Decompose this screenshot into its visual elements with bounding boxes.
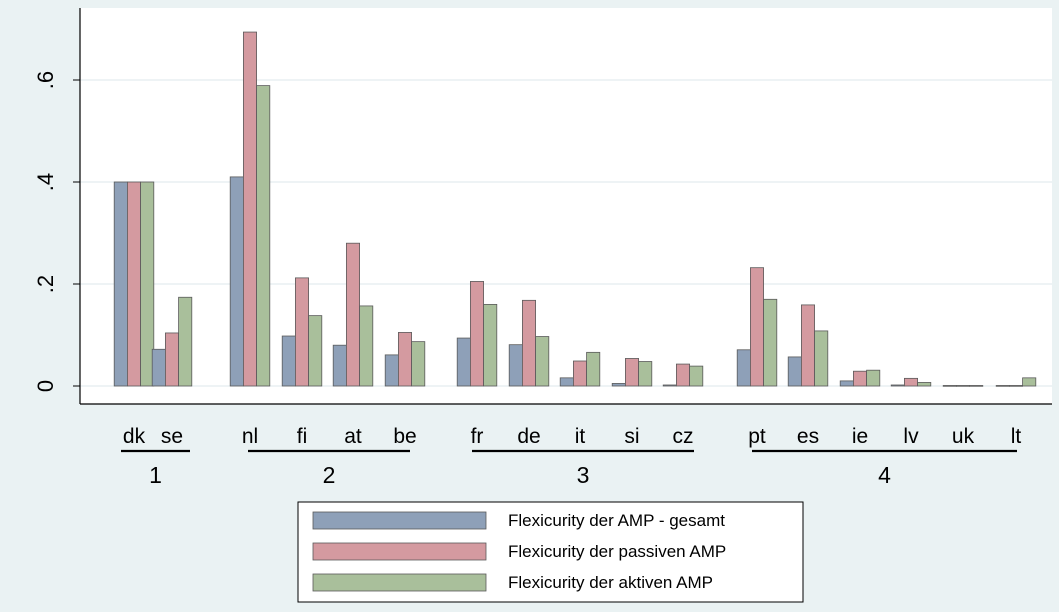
bar-si-s1	[611, 383, 626, 387]
bar-at-s3	[359, 305, 374, 387]
x-tick-label-fr: fr	[471, 425, 484, 448]
x-tick-label-dk: dk	[123, 425, 146, 448]
x-tick-label-be: be	[393, 425, 416, 448]
bar-dk-s1	[113, 181, 128, 387]
bar-fi-s3	[308, 315, 323, 387]
bar-de-s1	[508, 344, 523, 387]
bar-fi-s1	[281, 335, 296, 387]
x-tick-label-uk: uk	[952, 425, 975, 448]
x-tick-label-fi: fi	[297, 425, 308, 448]
legend-swatch	[312, 573, 487, 592]
bar-fr-s2	[469, 281, 484, 387]
bar-pt-s3	[763, 298, 778, 387]
bar-ie-s3	[866, 369, 881, 387]
bar-lt-s3	[1022, 377, 1037, 387]
gridlines	[80, 8, 1052, 404]
x-tick-label-ie: ie	[852, 425, 868, 448]
bar-es-s2	[801, 304, 816, 387]
bar-nl-s2	[242, 31, 257, 387]
x-tick-label-pt: pt	[748, 425, 766, 448]
bar-se-s2	[164, 332, 179, 387]
legend-label: Flexicurity der aktiven AMP	[508, 573, 713, 592]
x-tick-label-si: si	[624, 425, 639, 448]
bar-de-s3	[535, 336, 550, 387]
bar-lv-s2	[904, 377, 919, 387]
bar-be-s1	[384, 354, 399, 387]
axes: 0 .2 .4 .6	[33, 8, 1052, 405]
bar-at-s2	[345, 242, 360, 387]
bar-uk-s1	[942, 385, 957, 387]
bar-pt-s1	[736, 349, 751, 387]
bar-uk-s2	[956, 385, 971, 387]
bar-lt-s2	[1009, 385, 1024, 387]
bar-es-s3	[814, 330, 829, 387]
bar-lt-s1	[995, 385, 1010, 387]
x-tick-label-de: de	[517, 425, 540, 448]
x-tick-labels: dk se nl fi at be fr de it si cz pt es ie lv uk lt	[123, 425, 1022, 448]
bar-it-s3	[586, 351, 601, 387]
bar-lv-s1	[890, 384, 905, 387]
bar-at-s1	[332, 344, 347, 387]
bar-fr-s1	[456, 337, 471, 387]
plot-area	[80, 8, 1052, 404]
bar-nl-s1	[229, 176, 244, 387]
x-tick-label-cz: cz	[673, 425, 694, 448]
legend-swatch	[312, 511, 487, 530]
y-tick-label: .6	[33, 71, 58, 89]
bar-pt-s2	[750, 267, 765, 387]
x-tick-label-es: es	[797, 425, 819, 448]
bar-ie-s1	[839, 380, 854, 387]
legend-label: Flexicurity der passiven AMP	[508, 542, 726, 561]
bar-it-s2	[573, 360, 588, 387]
group-label: 4	[878, 462, 891, 488]
bar-dk-s2	[127, 181, 142, 387]
bar-cz-s1	[662, 384, 677, 387]
bar-se-s3	[178, 296, 193, 387]
x-tick-label-lt: lt	[1011, 425, 1022, 448]
x-tick-label-it: it	[575, 425, 586, 448]
group-labels: 1 2 3 4	[121, 449, 1017, 488]
y-tick-label: .4	[33, 173, 58, 191]
bar-ie-s2	[853, 370, 868, 387]
bar-es-s1	[787, 356, 802, 387]
bars	[113, 31, 1037, 387]
group-label: 1	[149, 462, 162, 488]
bar-cz-s2	[676, 363, 691, 387]
bar-se-s1	[151, 348, 166, 387]
bar-lv-s3	[917, 382, 932, 387]
bar-be-s3	[411, 341, 426, 387]
bar-be-s2	[397, 332, 412, 387]
x-tick-label-se: se	[161, 425, 183, 448]
bar-cz-s3	[689, 365, 704, 387]
bar-nl-s3	[256, 85, 271, 387]
bar-dk-s3	[140, 181, 155, 387]
x-tick-label-at: at	[344, 425, 362, 448]
y-tick-label: .2	[33, 275, 58, 293]
group-label: 2	[323, 462, 336, 488]
y-tick-label: 0	[33, 380, 58, 392]
bar-fi-s2	[294, 277, 309, 387]
group-label: 3	[577, 462, 590, 488]
bar-de-s2	[522, 299, 537, 387]
bar-si-s2	[625, 358, 640, 387]
legend-label: Flexicurity der AMP - gesamt	[508, 511, 725, 530]
x-tick-label-lv: lv	[903, 425, 919, 448]
bar-si-s3	[638, 361, 653, 387]
bar-fr-s3	[483, 303, 498, 387]
bar-uk-s3	[969, 385, 984, 387]
legend-swatch	[312, 542, 487, 561]
x-tick-label-nl: nl	[242, 425, 258, 448]
bar-it-s1	[559, 377, 574, 387]
legend: Flexicurity der AMP - gesamt Flexicurity …	[297, 501, 804, 603]
